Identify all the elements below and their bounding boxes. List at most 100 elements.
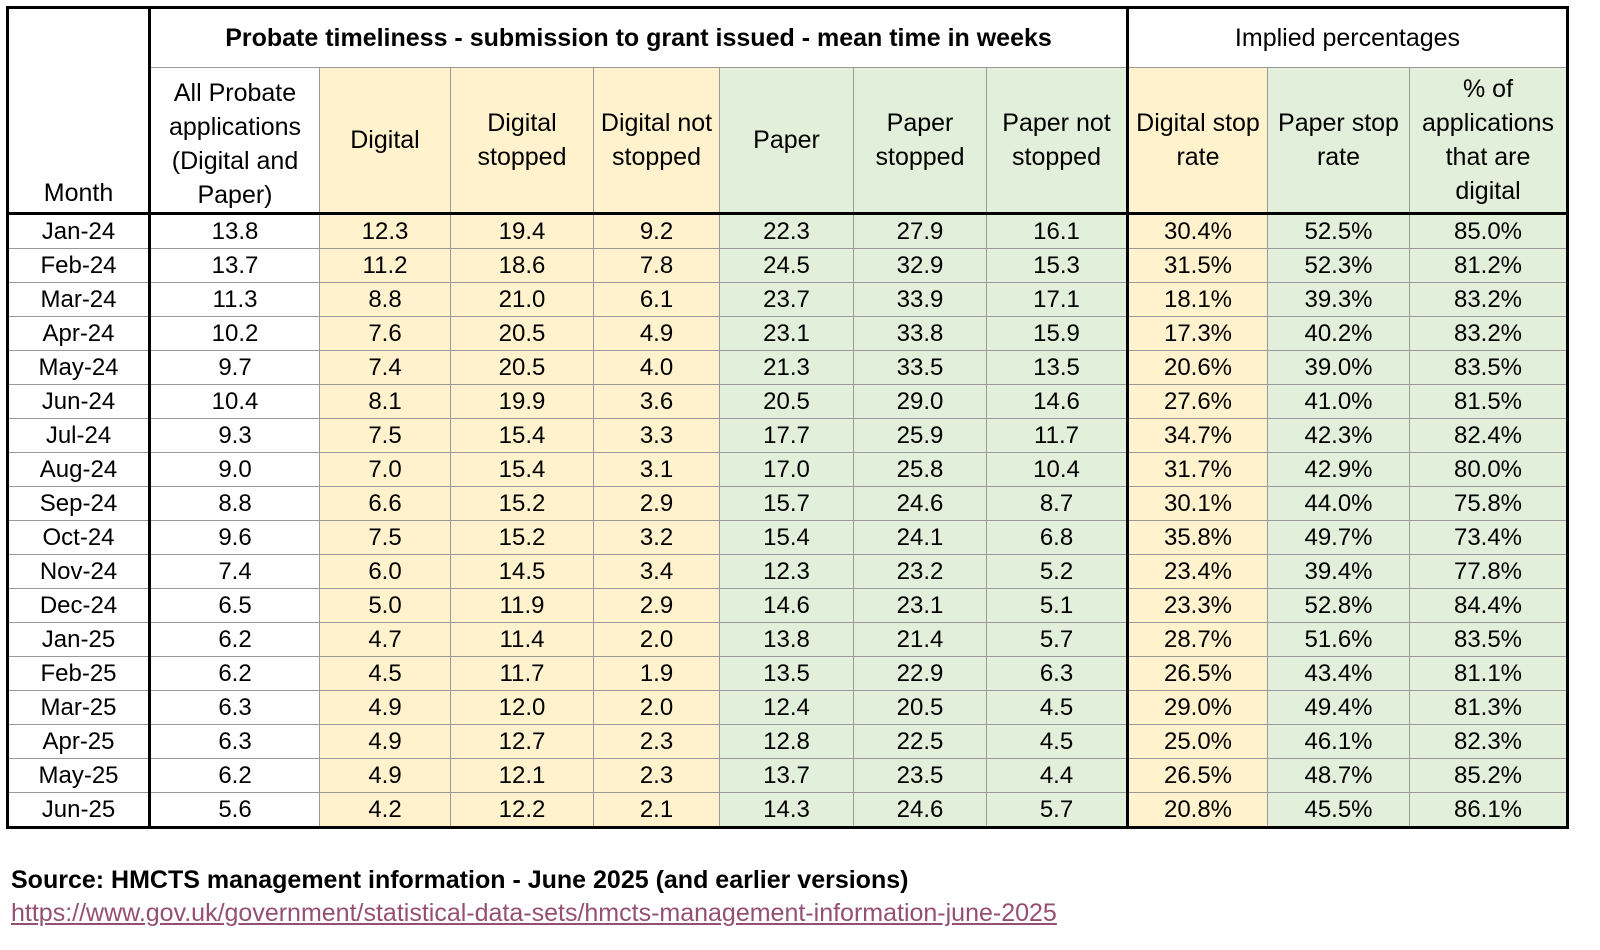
cell-paper: 17.0 (719, 451, 854, 487)
cell-paper-stop-rate: 39.0% (1267, 349, 1410, 385)
cell-pct-digital: 85.0% (1409, 212, 1569, 249)
cell-paper-stopped: 23.5 (853, 757, 987, 793)
table-row: Sep-24 8.8 6.6 15.2 2.9 15.7 24.6 8.7 30.1% 44.0%… (6, 485, 1569, 521)
table-row: Mar-24 11.3 8.8 21.0 6.1 23.7 33.9 17.1 18.1% 39.… (6, 281, 1569, 317)
cell-digital-not-stopped: 2.1 (593, 791, 720, 829)
cell-all-applications: 9.0 (149, 451, 320, 487)
cell-paper-not-stopped: 13.5 (986, 349, 1129, 385)
cell-pct-digital: 80.0% (1409, 451, 1569, 487)
table-row: Jun-24 10.4 8.1 19.9 3.6 20.5 29.0 14.6 27.6% 41.… (6, 383, 1569, 419)
cell-paper-not-stopped: 14.6 (986, 383, 1129, 419)
cell-pct-digital: 81.5% (1409, 383, 1569, 419)
cell-month: Dec-24 (6, 587, 151, 623)
cell-paper-not-stopped: 5.2 (986, 553, 1129, 589)
cell-digital-not-stopped: 2.3 (593, 757, 720, 793)
cell-pct-digital: 83.5% (1409, 621, 1569, 657)
cell-digital-not-stopped: 3.2 (593, 519, 720, 555)
cell-paper-stopped: 24.6 (853, 791, 987, 829)
cell-digital-stop-rate: 26.5% (1127, 757, 1268, 793)
cell-digital-not-stopped: 6.1 (593, 281, 720, 317)
cell-digital-not-stopped: 2.0 (593, 621, 720, 657)
cell-month: Sep-24 (6, 485, 151, 521)
cell-digital-stopped: 14.5 (450, 553, 594, 589)
column-header-paper-not-stopped: Paper not stopped (986, 67, 1129, 215)
cell-paper: 15.4 (719, 519, 854, 555)
cell-digital-stopped: 19.4 (450, 212, 594, 249)
cell-digital: 4.9 (319, 757, 451, 793)
cell-paper-not-stopped: 16.1 (986, 212, 1129, 249)
cell-pct-digital: 83.5% (1409, 349, 1569, 385)
source-note: Source: HMCTS management information - J… (11, 866, 909, 894)
cell-pct-digital: 82.4% (1409, 417, 1569, 453)
cell-month: Mar-24 (6, 281, 151, 317)
column-header-digital-stopped: Digital stopped (450, 67, 594, 215)
cell-digital-stopped: 15.2 (450, 519, 594, 555)
cell-paper-stop-rate: 46.1% (1267, 723, 1410, 759)
cell-paper-not-stopped: 5.7 (986, 791, 1129, 829)
cell-paper: 14.6 (719, 587, 854, 623)
cell-paper-stop-rate: 49.7% (1267, 519, 1410, 555)
cell-pct-digital: 77.8% (1409, 553, 1569, 589)
cell-paper-stopped: 25.9 (853, 417, 987, 453)
cell-paper-not-stopped: 10.4 (986, 451, 1129, 487)
cell-paper-stopped: 25.8 (853, 451, 987, 487)
cell-digital-stop-rate: 35.8% (1127, 519, 1268, 555)
cell-paper: 24.5 (719, 247, 854, 283)
cell-paper-stopped: 33.9 (853, 281, 987, 317)
cell-paper-stop-rate: 41.0% (1267, 383, 1410, 419)
cell-month: Jun-24 (6, 383, 151, 419)
cell-paper-stop-rate: 42.9% (1267, 451, 1410, 487)
cell-paper-stopped: 21.4 (853, 621, 987, 657)
cell-paper: 12.8 (719, 723, 854, 759)
cell-all-applications: 10.4 (149, 383, 320, 419)
cell-paper-not-stopped: 17.1 (986, 281, 1129, 317)
cell-paper-stop-rate: 48.7% (1267, 757, 1410, 793)
cell-digital: 6.0 (319, 553, 451, 589)
cell-digital-stopped: 11.4 (450, 621, 594, 657)
cell-digital: 8.8 (319, 281, 451, 317)
table-row: Jan-25 6.2 4.7 11.4 2.0 13.8 21.4 5.7 28.7% 51.6%… (6, 621, 1569, 657)
cell-digital-stopped: 12.7 (450, 723, 594, 759)
cell-all-applications: 9.3 (149, 417, 320, 453)
cell-digital-stop-rate: 31.5% (1127, 247, 1268, 283)
source-link[interactable]: https://www.gov.uk/government/statistica… (11, 899, 1057, 927)
cell-month: Nov-24 (6, 553, 151, 589)
cell-paper: 12.4 (719, 689, 854, 725)
column-header-digital-not-stopped: Digital not stopped (593, 67, 720, 215)
cell-paper-not-stopped: 15.9 (986, 315, 1129, 351)
cell-pct-digital: 73.4% (1409, 519, 1569, 555)
cell-pct-digital: 81.3% (1409, 689, 1569, 725)
table-row: Jun-25 5.6 4.2 12.2 2.1 14.3 24.6 5.7 20.8% 45.5%… (6, 791, 1569, 829)
cell-paper-not-stopped: 4.5 (986, 723, 1129, 759)
cell-pct-digital: 84.4% (1409, 587, 1569, 623)
cell-digital-stopped: 15.2 (450, 485, 594, 521)
cell-month: Feb-24 (6, 247, 151, 283)
table-row: Feb-25 6.2 4.5 11.7 1.9 13.5 22.9 6.3 26.5% 43.4%… (6, 655, 1569, 691)
cell-digital: 4.2 (319, 791, 451, 829)
cell-all-applications: 11.3 (149, 281, 320, 317)
cell-digital-stop-rate: 17.3% (1127, 315, 1268, 351)
cell-digital-stopped: 15.4 (450, 451, 594, 487)
cell-digital-stop-rate: 25.0% (1127, 723, 1268, 759)
cell-all-applications: 9.7 (149, 349, 320, 385)
column-header-paper-stop-rate: Paper stop rate (1267, 67, 1410, 215)
cell-digital-not-stopped: 3.3 (593, 417, 720, 453)
cell-digital-not-stopped: 7.8 (593, 247, 720, 283)
table-row: May-25 6.2 4.9 12.1 2.3 13.7 23.5 4.4 26.5% 48.7%… (6, 757, 1569, 793)
cell-digital-stopped: 21.0 (450, 281, 594, 317)
cell-paper-stop-rate: 39.4% (1267, 553, 1410, 589)
table-row: Oct-24 9.6 7.5 15.2 3.2 15.4 24.1 6.8 35.8% 49.7%… (6, 519, 1569, 555)
cell-month: Jan-24 (6, 212, 151, 249)
cell-paper-not-stopped: 4.4 (986, 757, 1129, 793)
cell-paper-not-stopped: 6.8 (986, 519, 1129, 555)
cell-digital: 4.9 (319, 723, 451, 759)
cell-all-applications: 6.2 (149, 655, 320, 691)
cell-digital-stop-rate: 34.7% (1127, 417, 1268, 453)
cell-paper-stopped: 33.5 (853, 349, 987, 385)
cell-digital-stopped: 11.9 (450, 587, 594, 623)
cell-paper-stop-rate: 51.6% (1267, 621, 1410, 657)
cell-month: Apr-25 (6, 723, 151, 759)
column-header-all-applications: All Probate applications (Digital and Pa… (149, 67, 320, 215)
table-row: Apr-24 10.2 7.6 20.5 4.9 23.1 33.8 15.9 17.3% 40.… (6, 315, 1569, 351)
cell-digital-stop-rate: 30.4% (1127, 212, 1268, 249)
